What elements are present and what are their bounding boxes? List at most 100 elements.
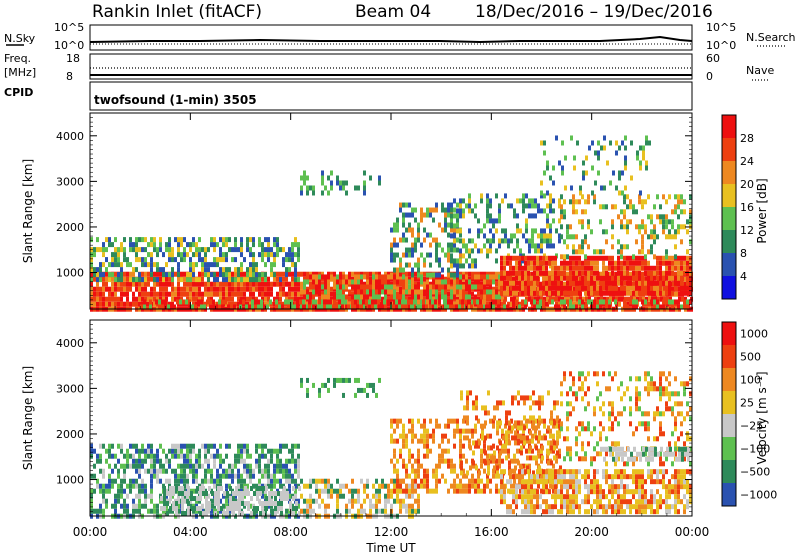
scatter-cell [468,271,471,277]
scatter-cell [156,473,159,479]
scatter-cell [163,491,166,496]
scatter-cell [683,290,686,296]
scatter-cell [327,190,330,196]
scatter-cell [141,257,144,263]
scatter-cell [108,272,111,278]
scatter-cell [555,135,558,141]
scatter-cell [159,291,162,297]
scatter-cell [198,291,201,297]
scatter-cell [450,279,453,285]
scatter-cell [321,274,324,280]
scatter-cell [240,247,243,253]
scatter-cell [198,277,201,283]
scatter-cell [537,203,540,209]
scatter-cell [252,291,255,297]
scatter-cell [228,277,231,283]
scatter-cell [620,285,623,291]
scatter-cell [288,252,291,258]
scatter-cell [198,463,201,469]
scatter-cell [411,252,414,258]
scatter-cell [405,276,408,282]
scatter-cell [674,299,677,305]
scatter-cell [378,180,381,186]
scatter-cell [180,478,183,484]
scatter-cell [132,291,135,297]
scatter-cell [665,290,668,296]
scatter-cell [234,267,237,273]
scatter-cell [399,478,402,484]
scatter-cell [665,224,668,230]
scatter-cell [462,263,465,269]
scatter-cell [255,277,258,283]
scatter-cell [398,299,401,305]
scatter-cell [408,488,411,494]
scatter-cell [689,275,692,281]
scatter-cell [174,291,177,297]
scatter-cell [509,280,512,286]
scatter-cell [289,506,292,511]
scatter-cell [387,279,390,285]
scatter-cell [444,276,447,282]
scatter-cell [321,284,324,290]
scatter-cell [285,257,288,263]
scatter-cell [273,473,276,479]
scatter-cell [536,265,539,271]
scatter-cell [216,453,219,459]
scatter-cell [288,286,291,292]
scatter-cell [624,160,627,166]
scatter-cell [262,501,265,506]
scatter-cell [327,478,330,484]
scatter-cell [411,267,414,273]
scatter-cell [581,275,584,281]
scatter-cell [204,443,207,449]
scatter-cell [144,458,147,464]
scatter-cell [653,265,656,271]
scatter-cell [405,284,408,290]
scatter-cell [480,294,483,300]
scatter-cell [611,275,614,281]
scatter-cell [264,296,267,302]
scatter-cell [282,281,285,287]
scatter-cell [503,260,506,266]
scatter-cell [244,486,247,491]
scatter-cell [525,218,528,224]
scatter-cell [408,428,411,434]
scatter-cell [504,228,507,234]
scatter-cell [540,228,543,234]
scatter-cell [288,508,291,514]
scatter-cell [129,301,132,307]
scatter-cell [108,453,111,459]
scatter-cell [408,279,411,285]
scatter-cell [644,270,647,276]
scatter-cell [414,508,417,514]
scatter-cell [297,458,300,464]
scatter-cell [414,483,417,489]
scatter-cell [491,299,494,305]
scatter-cell [632,209,635,215]
scatter-cell [599,219,602,225]
scatter-cell [216,262,219,268]
scatter-cell [150,291,153,297]
scatter-cell [201,463,204,469]
scatter-cell [144,271,147,277]
scatter-cell [327,483,330,489]
scatter-cell [575,304,578,310]
scatter-cell [204,468,207,474]
scatter-cell [629,199,632,205]
scatter-cell [207,262,210,268]
scatter-cell [258,237,261,243]
scatter-cell [178,486,181,491]
scatter-cell [276,281,279,287]
scatter-cell [578,219,581,225]
scatter-cell [450,272,453,278]
scatter-cell [123,286,126,292]
scatter-cell [168,498,171,504]
scatter-cell [244,501,247,506]
scatter-cell [323,304,326,310]
scatter-cell [390,281,393,287]
scatter-cell [524,304,527,310]
scatter-cell [120,262,123,268]
scatter-cell [587,244,590,250]
scatter-cell [295,506,298,511]
scatter-cell [462,198,465,204]
